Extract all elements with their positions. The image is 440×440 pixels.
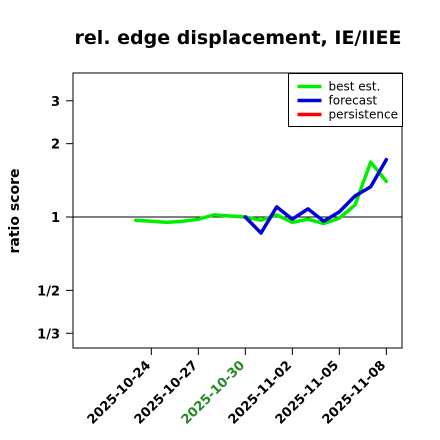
y-tick-label: 1/3 [37,327,60,342]
y-axis-label: ratio score [7,169,23,254]
chart-title: rel. edge displacement, IE/IIEE [75,27,402,49]
y-tick-label: 3 [51,95,60,110]
legend-entry: persistence [329,108,398,122]
y-tick-label: 1/2 [37,284,60,299]
series-line-best-est- [133,160,389,226]
plot-area: 3211/21/32025-10-242025-10-272025-10-302… [37,72,403,428]
series-line-forecast [243,157,389,235]
legend-entry: best est. [329,80,381,94]
plot-frame [72,72,403,349]
y-tick-label: 2 [51,138,60,153]
y-tick-label: 1 [51,211,60,226]
legend-entry: forecast [329,94,378,108]
